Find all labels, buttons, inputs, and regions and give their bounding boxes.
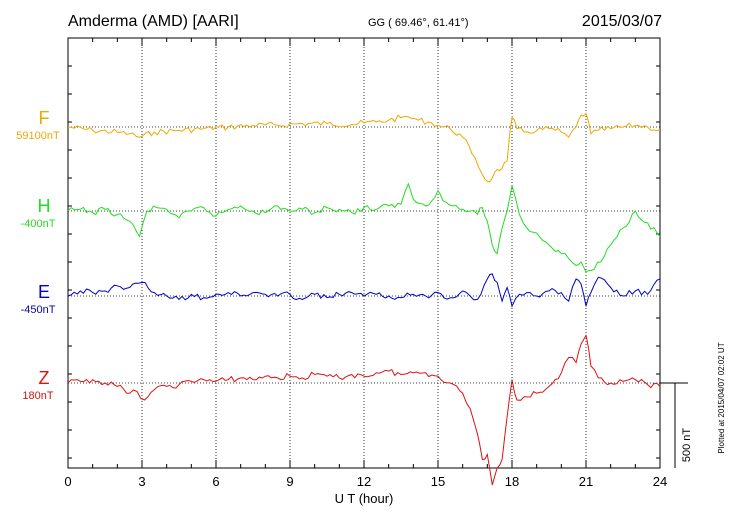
scale-bar-label: 500 nT [681, 428, 693, 463]
series-baseline-h: -400nT [21, 218, 56, 230]
scale-bar: 500 nT [660, 382, 693, 468]
series-name-e: E [38, 282, 50, 302]
station-title: Amderma (AMD) [AARI] [68, 13, 239, 30]
coordinates-label: GG ( 69.46°, 61.41°) [368, 17, 469, 29]
x-tick-label: 9 [286, 474, 293, 489]
x-tick-label: 21 [579, 474, 593, 489]
x-axis-label: U T (hour) [335, 491, 394, 506]
x-tick-label: 24 [653, 474, 667, 489]
series-line-h [67, 182, 661, 273]
x-tick-label: 12 [357, 474, 371, 489]
series-name-z: Z [39, 368, 50, 388]
x-tick-label: 3 [138, 474, 145, 489]
x-tick-label: 0 [64, 474, 71, 489]
plotted-timestamp: Plotted at 2015/04/07 02:02 UT [717, 342, 726, 453]
series-line-e [67, 273, 661, 308]
series-name-f: F [39, 108, 50, 128]
x-tick-label: 6 [212, 474, 219, 489]
series-baseline-z: 180nT [22, 390, 53, 402]
series-lines [67, 112, 661, 486]
series-baseline-f: 59100nT [16, 130, 60, 142]
x-axis-ticks: 0 3 6 9 12 15 18 21 24 [64, 38, 667, 489]
series-baseline-e: -450nT [21, 304, 56, 316]
series-line-f [67, 112, 660, 183]
plot-frame [67, 37, 661, 469]
series-line-z [67, 333, 661, 486]
x-tick-label: 15 [431, 474, 445, 489]
series-labels: F 59100nT H -400nT E -450nT Z 180nT [16, 108, 60, 402]
date-label: 2015/03/07 [582, 13, 662, 30]
series-name-h: H [38, 196, 51, 216]
vertical-gridlines [141, 38, 587, 468]
x-tick-label: 18 [505, 474, 519, 489]
